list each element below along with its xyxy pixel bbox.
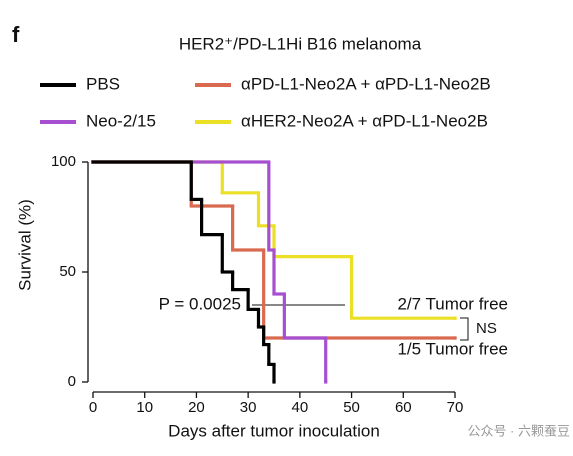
x-tick-label: 30 [240,399,257,416]
y-tick-label: 100 [51,153,76,170]
x-tick-label: 60 [395,399,412,416]
annotation: 2/7 Tumor free [397,294,508,313]
legend-label: αHER2-Neo2A + αPD-L1-Neo2B [241,111,488,130]
x-tick-label: 70 [447,399,464,416]
legend-label: αPD-L1-Neo2A + αPD-L1-Neo2B [241,74,491,93]
x-tick-label: 20 [188,399,205,416]
y-tick-label: 50 [59,263,76,280]
y-axis-label: Survival (%) [15,199,34,291]
watermark: 公众号 · 六颗蚕豆 [467,423,570,438]
annotation: 1/5 Tumor free [397,339,508,358]
chart-title: HER2⁺/PD-L1Hi B16 melanoma [179,34,422,53]
x-tick-label: 0 [89,399,97,416]
x-tick-label: 50 [343,399,360,416]
ns-bracket [460,317,469,341]
x-axis-label: Days after tumor inoculation [168,421,380,440]
x-tick-label: 10 [136,399,153,416]
panel-label: f [12,22,20,47]
legend-label: Neo-2/15 [86,111,156,130]
y-tick-label: 0 [68,373,76,390]
legend-label: PBS [86,74,120,93]
x-tick-label: 40 [292,399,309,416]
p-value: P = 0.0025 [159,294,241,313]
annotation: NS [476,320,497,337]
